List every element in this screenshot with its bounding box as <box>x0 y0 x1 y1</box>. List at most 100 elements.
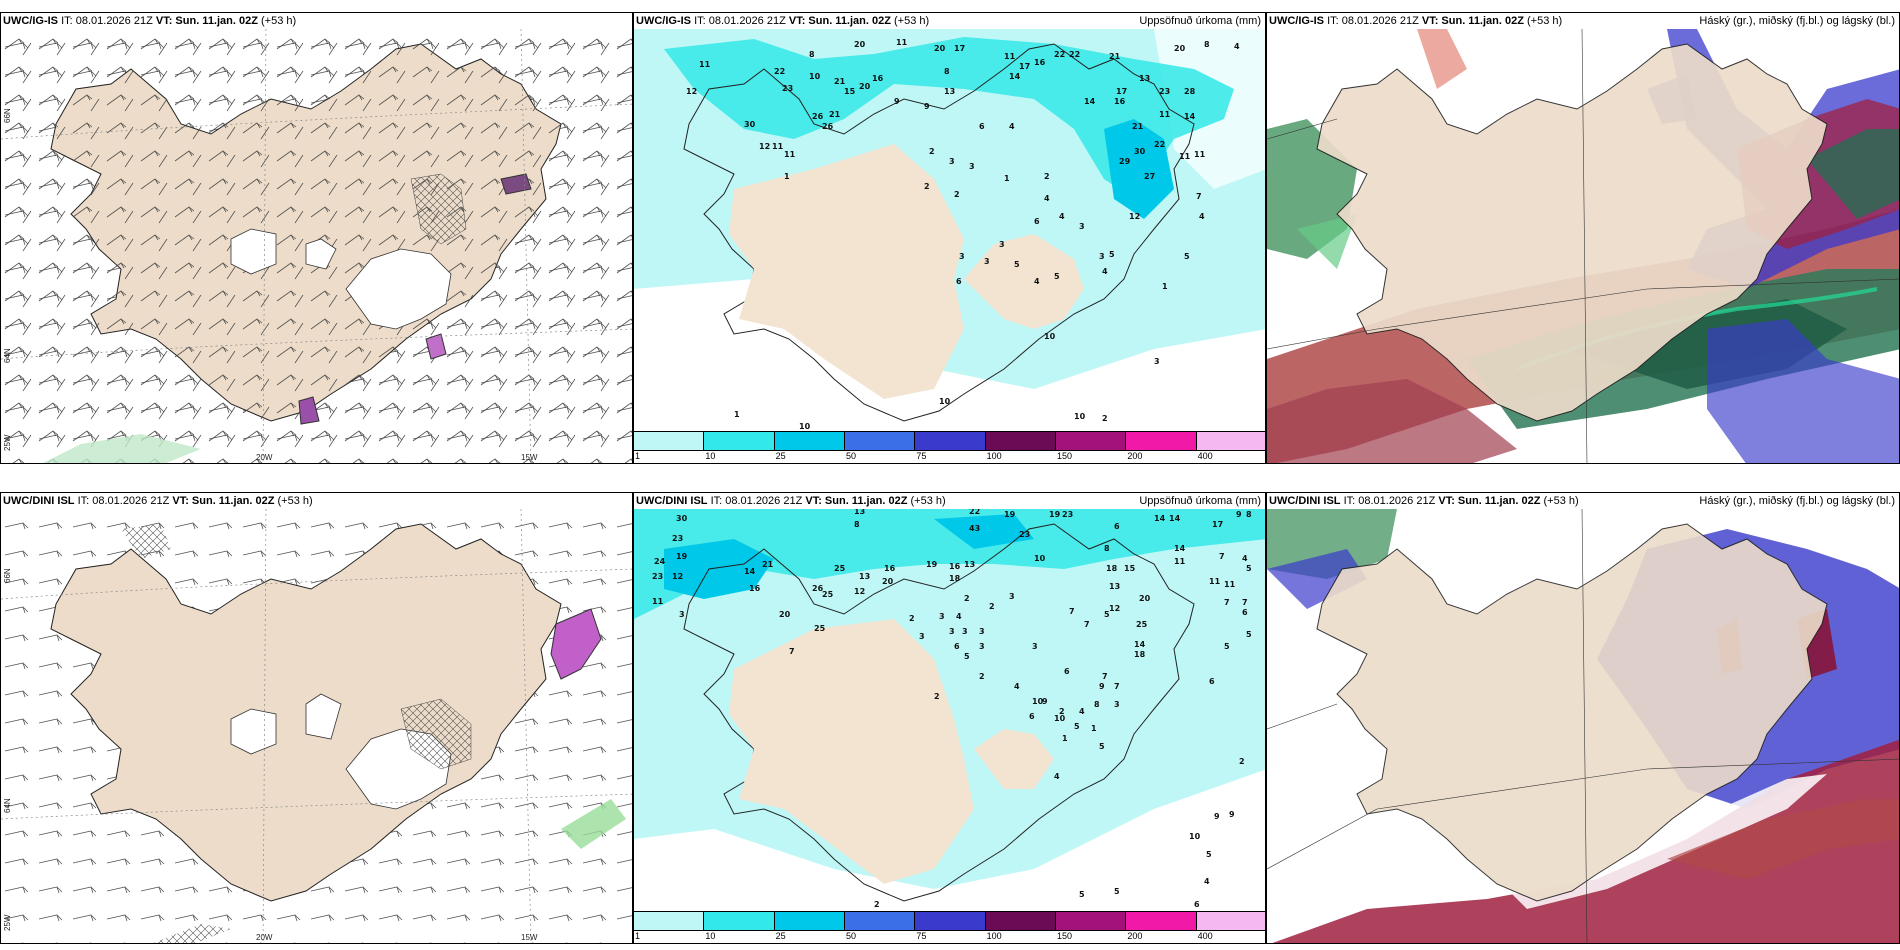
panel-igis-precip: UWC/IG-IS IT: 08.01.2026 21Z VT: Sun. 11… <box>633 12 1266 464</box>
precip-value: 5 <box>964 652 970 661</box>
precip-value: 17 <box>1019 62 1030 71</box>
precip-value: 12 <box>672 572 683 581</box>
precip-value: 7 <box>1219 552 1225 561</box>
precip-value: 30 <box>1134 147 1146 156</box>
precip-value: 14 <box>1154 514 1166 523</box>
precip-value: 24 <box>654 557 666 566</box>
precip-value: 3 <box>949 157 955 166</box>
precip-value: 16 <box>1114 97 1126 106</box>
precip-value: 19 <box>676 552 688 561</box>
precip-value: 9 <box>1229 810 1235 819</box>
precip-value: 2 <box>929 147 935 156</box>
precip-value: 21 <box>834 77 846 86</box>
lat-label-65n: 64N <box>3 798 12 813</box>
precip-value: 3 <box>969 162 975 171</box>
colorbar-tick-label: 75 <box>916 451 927 461</box>
precip-value: 11 <box>1174 557 1186 566</box>
lat-label-65n: 64N <box>3 348 12 363</box>
precip-value: 10 <box>799 422 811 431</box>
precip-value: 11 <box>1179 152 1191 161</box>
lat-label-25w: 25W <box>3 434 12 451</box>
precip-value: 5 <box>1114 887 1120 896</box>
precip-value: 18 <box>949 574 961 583</box>
precip-value: 1 <box>1091 724 1097 733</box>
precip-value: 10 <box>1189 832 1201 841</box>
precip-value: 1 <box>1062 734 1068 743</box>
colorbar-segment <box>1126 912 1197 930</box>
precip-value: 4 <box>1009 122 1015 131</box>
lat-label-66n: 66N <box>3 568 12 583</box>
precip-value: 28 <box>1184 87 1196 96</box>
precip-value: 11 <box>1004 52 1016 61</box>
precip-value: 10 <box>1032 697 1044 706</box>
precip-value: 12 <box>686 87 697 96</box>
precip-value: 11 <box>1159 110 1171 119</box>
colorbar-segment <box>844 432 916 450</box>
precip-value: 4 <box>1242 554 1248 563</box>
precip-value: 3 <box>962 627 968 636</box>
precip-value: 19 <box>926 560 938 569</box>
panel-title: Uppsöfnuð úrkoma (mm) <box>1139 15 1261 27</box>
precip-value: 20 <box>854 40 866 49</box>
precip-value: 3 <box>1009 592 1015 601</box>
precip-value: 4 <box>1014 682 1020 691</box>
precip-value: 5 <box>1246 630 1252 639</box>
precip-value: 13 <box>859 572 870 581</box>
precip-value: 7 <box>1114 682 1120 691</box>
precip-value: 14 <box>1134 640 1146 649</box>
colorbar-segment <box>774 432 845 450</box>
precip-value: 7 <box>1242 598 1248 607</box>
panel-header: UWC/IG-IS IT: 08.01.2026 21Z VT: Sun. 11… <box>3 15 297 27</box>
panel-dini-precip: UWC/DINI ISL IT: 08.01.2026 21Z VT: Sun.… <box>633 492 1266 944</box>
precip-value: 12 <box>854 587 865 596</box>
precip-value: 23 <box>1062 510 1073 519</box>
precip-value: 2 <box>1044 172 1050 181</box>
precip-value: 2 <box>1102 414 1108 423</box>
precip-value: 21 <box>762 560 774 569</box>
precip-value: 21 <box>1109 52 1121 61</box>
precip-value: 7 <box>1102 672 1108 681</box>
precip-value: 15 <box>844 87 856 96</box>
precip-value: 13 <box>1109 582 1120 591</box>
colorbar-tick-label: 150 <box>1057 931 1073 941</box>
iceland-landmass <box>1316 523 1828 902</box>
precip-value: 29 <box>1119 157 1131 166</box>
precip-value: 13 <box>964 560 975 569</box>
precip-value: 14 <box>1184 112 1196 121</box>
precip-value: 9 <box>1214 812 1220 821</box>
precip-value: 6 <box>1194 900 1200 909</box>
precip-value: 16 <box>884 564 896 573</box>
iceland-landmass <box>1316 43 1828 422</box>
precip-value: 10 <box>939 397 951 406</box>
precip-value: 23 <box>1159 87 1170 96</box>
precip-value: 5 <box>1224 642 1230 651</box>
precip-value: 3 <box>1079 222 1085 231</box>
precip-value: 17 <box>1212 520 1223 529</box>
precip-value: 23 <box>652 572 663 581</box>
precip-value: 2 <box>979 672 985 681</box>
precip-value: 10 <box>1044 332 1056 341</box>
precip-value: 2 <box>989 602 995 611</box>
precip-value: 20 <box>1139 594 1151 603</box>
precip-value: 8 <box>1246 510 1252 519</box>
precip-value: 2 <box>909 614 915 623</box>
precip-value: 8 <box>809 50 815 59</box>
precip-value: 3 <box>1032 642 1038 651</box>
colorbar-segment <box>1126 432 1197 450</box>
precip-value: 11 <box>896 38 908 47</box>
precip-value: 12 <box>759 142 770 151</box>
precip-value: 23 <box>782 84 793 93</box>
map-clouds <box>1267 509 1899 943</box>
lon-label-15w: 15W <box>521 933 538 942</box>
precip-value: 11 <box>699 60 711 69</box>
colorbar-segment <box>704 912 775 930</box>
precip-value: 20 <box>779 610 791 619</box>
precip-value: 17 <box>954 44 965 53</box>
precip-value: 3 <box>979 642 985 651</box>
precip-value: 1 <box>734 410 740 419</box>
precip-value: 5 <box>1014 260 1020 269</box>
precip-value: 9 <box>1099 682 1105 691</box>
lon-label-15w: 15W <box>521 453 538 462</box>
precip-value: 13 <box>854 509 865 516</box>
